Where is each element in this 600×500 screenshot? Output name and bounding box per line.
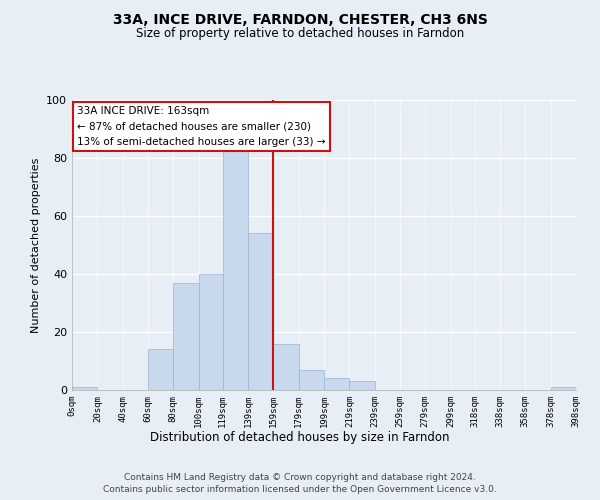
Bar bbox=[551, 387, 576, 390]
Bar bbox=[349, 382, 374, 390]
Text: Contains public sector information licensed under the Open Government Licence v3: Contains public sector information licen… bbox=[103, 485, 497, 494]
Y-axis label: Number of detached properties: Number of detached properties bbox=[31, 158, 41, 332]
Bar bbox=[274, 344, 299, 390]
Text: Contains HM Land Registry data © Crown copyright and database right 2024.: Contains HM Land Registry data © Crown c… bbox=[124, 472, 476, 482]
Bar bbox=[248, 234, 274, 390]
Bar bbox=[299, 370, 324, 390]
Bar bbox=[148, 350, 173, 390]
Bar bbox=[324, 378, 349, 390]
Text: 33A INCE DRIVE: 163sqm
← 87% of detached houses are smaller (230)
13% of semi-de: 33A INCE DRIVE: 163sqm ← 87% of detached… bbox=[77, 106, 326, 147]
Text: Size of property relative to detached houses in Farndon: Size of property relative to detached ho… bbox=[136, 28, 464, 40]
Bar bbox=[72, 387, 97, 390]
Text: Distribution of detached houses by size in Farndon: Distribution of detached houses by size … bbox=[150, 431, 450, 444]
Text: 33A, INCE DRIVE, FARNDON, CHESTER, CH3 6NS: 33A, INCE DRIVE, FARNDON, CHESTER, CH3 6… bbox=[113, 12, 487, 26]
Bar bbox=[223, 146, 248, 390]
Bar bbox=[199, 274, 223, 390]
Bar bbox=[173, 282, 199, 390]
